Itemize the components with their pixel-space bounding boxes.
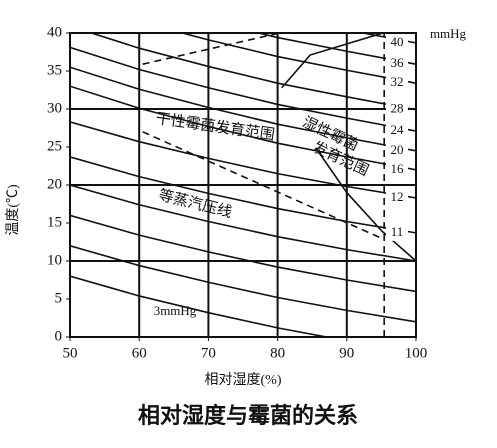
y-tick-label: 15 bbox=[47, 214, 62, 230]
chart-title: 相对湿度与霉菌的关系 bbox=[138, 403, 358, 428]
label-bg bbox=[386, 101, 408, 118]
curve bbox=[70, 184, 416, 262]
curve bbox=[315, 147, 416, 262]
label-bg bbox=[386, 224, 408, 241]
curve bbox=[255, 33, 416, 65]
curve bbox=[70, 156, 416, 234]
curve bbox=[88, 33, 416, 111]
label-bg bbox=[386, 189, 408, 206]
legend-label: 32 bbox=[391, 74, 404, 89]
curve bbox=[142, 33, 280, 65]
x-tick-label: 70 bbox=[201, 345, 216, 361]
curve bbox=[70, 275, 331, 337]
legend-label: 28 bbox=[391, 101, 404, 116]
legend-label: 36 bbox=[391, 55, 405, 70]
unit-label: mmHg bbox=[430, 26, 467, 41]
y-tick-label: 10 bbox=[47, 252, 62, 268]
y-axis-label: 温度(℃) bbox=[5, 184, 21, 236]
legend-label: 12 bbox=[391, 189, 404, 204]
y-tick-label: 30 bbox=[47, 100, 62, 116]
y-tick-label: 25 bbox=[47, 138, 62, 154]
x-tick-label: 60 bbox=[132, 345, 147, 361]
curve bbox=[142, 131, 382, 239]
curves bbox=[70, 33, 416, 337]
curve bbox=[179, 33, 416, 84]
legend-label: 24 bbox=[391, 122, 405, 137]
y-tick-label: 40 bbox=[47, 24, 62, 40]
y-tick-label: 0 bbox=[55, 328, 63, 344]
curve bbox=[70, 66, 416, 152]
legend-label: 11 bbox=[391, 224, 404, 239]
curve bbox=[70, 121, 416, 199]
label-bg bbox=[386, 56, 408, 73]
label-bg bbox=[386, 142, 408, 159]
label-bg bbox=[386, 34, 408, 51]
label-bg bbox=[386, 161, 408, 178]
x-tick-label: 100 bbox=[405, 345, 428, 361]
curve bbox=[358, 33, 416, 44]
curve bbox=[70, 214, 416, 293]
curve bbox=[70, 85, 416, 171]
curve-label: 3mmHg bbox=[154, 303, 197, 318]
label-bg bbox=[386, 75, 408, 92]
label-bg bbox=[386, 123, 408, 140]
curve bbox=[70, 245, 416, 323]
curve bbox=[70, 46, 416, 132]
x-tick-label: 80 bbox=[270, 345, 285, 361]
y-tick-label: 20 bbox=[47, 176, 62, 192]
x-tick-label: 90 bbox=[339, 345, 354, 361]
x-tick-label: 50 bbox=[63, 345, 78, 361]
legend-label: 20 bbox=[391, 142, 404, 157]
legend-label: 16 bbox=[391, 161, 405, 176]
y-tick-label: 5 bbox=[55, 290, 63, 306]
legend-label: 40 bbox=[391, 34, 404, 49]
y-tick-label: 35 bbox=[47, 62, 62, 78]
x-axis-label: 相对湿度(%) bbox=[205, 372, 282, 388]
curve bbox=[281, 33, 384, 89]
